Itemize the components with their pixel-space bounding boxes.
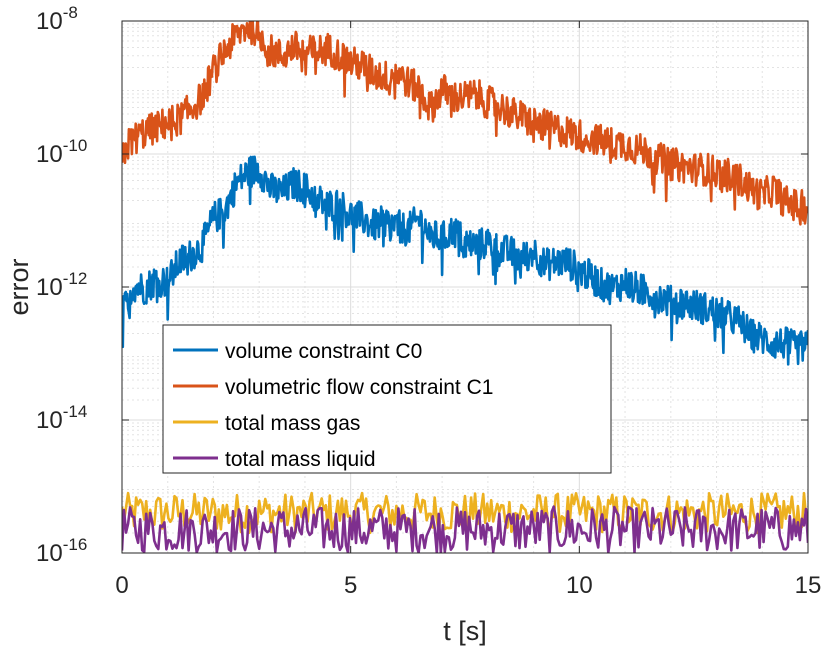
- series-line-0: [122, 155, 808, 366]
- y-tick-label: 10-14: [36, 402, 87, 434]
- legend-label-2: total mass gas: [225, 412, 360, 435]
- y-tick-label: 10-10: [36, 136, 87, 168]
- legend: volume constraint C0 volumetric flow cons…: [162, 324, 612, 474]
- ticks: [121, 20, 809, 554]
- y-tick-label: 10-12: [36, 269, 87, 301]
- tick-labels: 0 5 10 15 10-16 10-14 10-12 10-10 10-8: [36, 3, 821, 599]
- y-tick-label: 10-16: [36, 535, 87, 567]
- legend-label-0: volume constraint C0: [225, 340, 422, 363]
- series-line-1: [122, 21, 808, 226]
- x-axis-title: t [s]: [443, 616, 487, 646]
- x-tick-label: 10: [566, 572, 593, 599]
- legend-box: [162, 324, 612, 474]
- x-tick-label: 0: [115, 572, 128, 599]
- legend-label-3: total mass liquid: [225, 448, 376, 471]
- legend-label-1: volumetric flow constraint C1: [225, 376, 493, 399]
- series-layer: [122, 21, 808, 553]
- x-tick-label: 5: [344, 572, 357, 599]
- series-line-2: [122, 491, 808, 535]
- x-tick-label: 15: [795, 572, 822, 599]
- y-tick-label: 10-8: [36, 3, 78, 35]
- y-axis-title: error: [4, 258, 34, 315]
- series-line-3: [122, 505, 808, 553]
